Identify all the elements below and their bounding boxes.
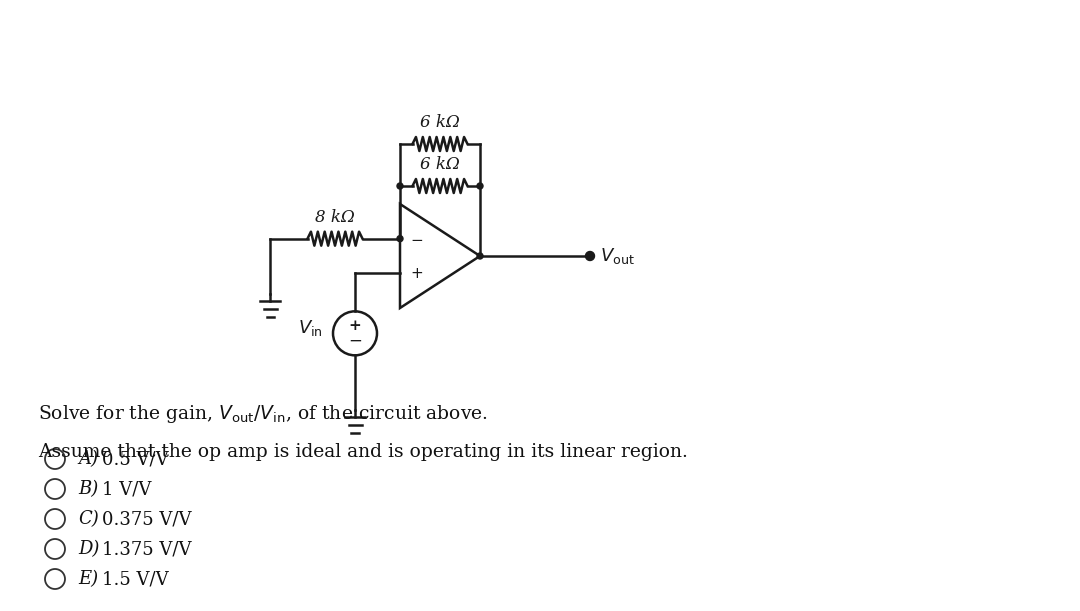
Text: E): E) [78, 570, 98, 588]
Text: 1 V/V: 1 V/V [102, 480, 151, 498]
Circle shape [477, 253, 483, 259]
Text: 6 kΩ: 6 kΩ [420, 156, 460, 173]
Text: 0.5 V/V: 0.5 V/V [102, 450, 168, 468]
Circle shape [397, 236, 403, 242]
Text: −: − [348, 333, 362, 350]
Text: 6 kΩ: 6 kΩ [420, 114, 460, 131]
Text: A): A) [78, 450, 98, 468]
Text: B): B) [78, 480, 98, 498]
Text: $V_\mathrm{out}$: $V_\mathrm{out}$ [600, 246, 635, 266]
Text: 1.375 V/V: 1.375 V/V [102, 540, 191, 558]
Text: $-$: $-$ [410, 231, 423, 246]
Text: 0.375 V/V: 0.375 V/V [102, 510, 191, 528]
Text: +: + [349, 320, 362, 334]
Circle shape [397, 183, 403, 189]
Text: 1.5 V/V: 1.5 V/V [102, 570, 168, 588]
Text: 8 kΩ: 8 kΩ [315, 209, 355, 225]
Text: D): D) [78, 540, 99, 558]
Text: Assume that the op amp is ideal and is operating in its linear region.: Assume that the op amp is ideal and is o… [38, 443, 688, 461]
Circle shape [585, 252, 594, 260]
Text: $V_\mathrm{in}$: $V_\mathrm{in}$ [298, 318, 323, 338]
Circle shape [477, 183, 483, 189]
Text: C): C) [78, 510, 98, 528]
Text: Solve for the gain, $V_{\rm out}/V_{\rm in}$, of the circuit above.: Solve for the gain, $V_{\rm out}/V_{\rm … [38, 403, 488, 425]
Text: $+$: $+$ [410, 266, 423, 281]
